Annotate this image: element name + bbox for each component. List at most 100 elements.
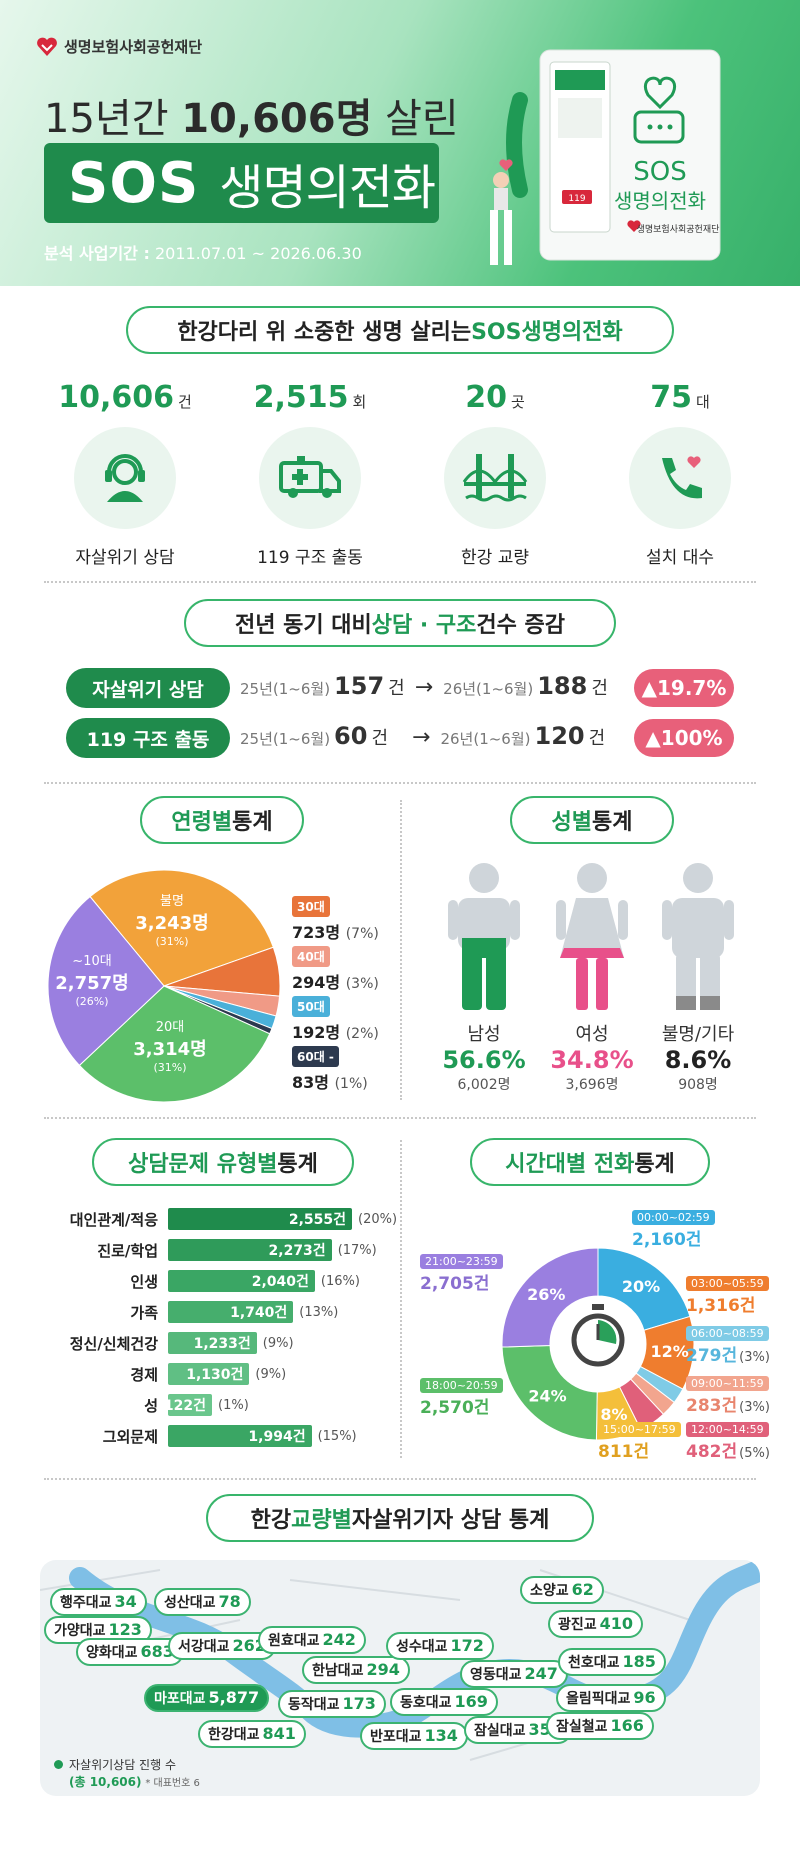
bridge-name: 마포대교 xyxy=(154,1691,206,1707)
issue-bar-pct: (17%) xyxy=(337,1242,377,1258)
time-range: 09:00~11:59 xyxy=(686,1376,769,1391)
male-figure-icon xyxy=(448,863,520,1010)
prev-value: 60 xyxy=(334,722,368,750)
bridge-label: 동호대교 169 xyxy=(390,1688,498,1716)
bridge-label: 행주대교 34 xyxy=(50,1588,147,1616)
comparison-title-plain2: 건수 증감 xyxy=(476,613,566,638)
cmp-tag-rescue: 119 구조 출동 xyxy=(66,718,230,758)
issues-title-green: 상담문제 유형별 xyxy=(128,1152,278,1177)
time-title: 시간대별 전화 통계 xyxy=(470,1138,710,1186)
stat-unit: 대 xyxy=(695,393,710,411)
time-range: 06:00~08:59 xyxy=(686,1326,769,1341)
stat-value: 20 xyxy=(465,380,507,415)
bridge-name: 한남대교 xyxy=(312,1663,364,1679)
cmp-row-counseling: 25년(1~6월) 157 건 → 26년(1~6월) 188 건 xyxy=(240,672,608,700)
age-legend-30s: 30대 723명 (7%) xyxy=(292,896,379,943)
stat-bridges: 20 곳 한강 교량 xyxy=(425,380,565,568)
age-tag: 40대 xyxy=(292,946,330,967)
time-slot-18: 18:00~20:59 2,570건 xyxy=(420,1374,503,1418)
ambulance-icon xyxy=(259,427,361,529)
cmp-row-rescue: 25년(1~6월) 60 건 → 26년(1~6월) 120 건 xyxy=(240,722,605,750)
bridge-label: 소양교 62 xyxy=(520,1576,604,1604)
bridge-count: 172 xyxy=(450,1636,484,1655)
cur-value: 188 xyxy=(537,672,588,700)
age-value: 723명 xyxy=(292,923,341,942)
divider xyxy=(44,581,756,583)
age-tag: 30대 xyxy=(292,896,330,917)
pie-label-pct: (31%) xyxy=(155,935,189,948)
sos-phone-device-illustration: 119 SOS 생명의전화 생명보험사회공헌재단 xyxy=(490,49,721,265)
divider xyxy=(44,1117,756,1119)
summary-title-green: SOS생명의전화 xyxy=(471,320,623,345)
pie-label-unknown: 불명 3,243명 (31%) xyxy=(132,890,212,948)
issue-bar-pct: (15%) xyxy=(317,1428,357,1444)
age-pct: (1%) xyxy=(334,1076,368,1092)
cur-period: 26년(1~6월) xyxy=(443,680,534,698)
bridge-name: 소양교 xyxy=(530,1583,569,1599)
gender-label: 불명/기타 xyxy=(661,1024,735,1045)
age-pie-slice xyxy=(78,985,271,1103)
unknown-figure-icon xyxy=(662,863,734,1010)
issue-bar-label: 인생 xyxy=(130,1272,158,1291)
pie-label-name: 20대 xyxy=(155,1020,185,1035)
time-slot-15: 15:00~17:59 811건 xyxy=(598,1418,681,1462)
time-donut-pct: 12% xyxy=(651,1342,689,1361)
issue-bar-row: 성 122건 (1%) xyxy=(40,1394,249,1416)
bridge-name: 반포대교 xyxy=(370,1729,422,1745)
cur-value: 120 xyxy=(534,722,585,750)
bridge-label: 천호대교 185 xyxy=(558,1648,666,1676)
gender-title-plain: 통계 xyxy=(592,810,633,835)
stat-value: 10,606 xyxy=(58,380,174,415)
bridge-label: 한강대교 841 xyxy=(198,1720,306,1748)
han-river-map: 행주대교 34 가양대교 123 성산대교 78 양화대교 683 서강대교 262 원효대교 242… xyxy=(40,1560,760,1796)
issue-bar: 2,040건 xyxy=(168,1270,315,1292)
gender-pct: 56.6% xyxy=(442,1046,526,1074)
stat-value: 75 xyxy=(650,380,692,415)
bridge-count: 185 xyxy=(622,1652,656,1671)
bridge-count: 247 xyxy=(524,1664,558,1683)
bridge-count: 841 xyxy=(262,1724,296,1743)
bridge-name: 한강대교 xyxy=(208,1727,260,1743)
time-slot-06: 06:00~08:59 279건 (3%) xyxy=(686,1322,770,1366)
time-donut-slice xyxy=(597,1247,691,1331)
divider xyxy=(44,782,756,784)
gender-title: 성별 통계 xyxy=(510,796,674,844)
issue-bar-pct: (9%) xyxy=(262,1335,294,1351)
time-value: 2,570건 xyxy=(420,1398,490,1418)
issue-bar-pct: (16%) xyxy=(320,1273,360,1289)
gender-unknown: 불명/기타 8.6% 908명 xyxy=(643,1020,753,1094)
issue-bar-label: 진로/학업 xyxy=(97,1241,158,1260)
hero-banner: 생명보험사회공헌재단 15년간 10,606명 살린 SOS 생명의전화 분석 … xyxy=(0,0,800,286)
bridge-name: 동호대교 xyxy=(400,1695,452,1711)
bridges-title-plain2: 자살위기자 상담 통계 xyxy=(351,1508,550,1533)
issue-bar-row: 경제 1,130건 (9%) xyxy=(40,1363,286,1385)
issue-bar: 122건 xyxy=(164,1394,212,1416)
age-title: 연령별 통계 xyxy=(140,796,304,844)
issue-bar-label: 가족 xyxy=(130,1303,158,1322)
pie-label-20s: 20대 3,314명 (31%) xyxy=(130,1016,210,1074)
bridge-label: 성수대교 172 xyxy=(386,1632,494,1660)
bridge-name: 성산대교 xyxy=(164,1595,216,1611)
bridge-name: 광진교 xyxy=(558,1617,597,1633)
time-slot-09: 09:00~11:59 283건 (3%) xyxy=(686,1372,770,1416)
time-range: 03:00~05:59 xyxy=(686,1276,769,1291)
issue-bar-pct: (1%) xyxy=(218,1397,249,1413)
prev-value: 157 xyxy=(334,672,385,700)
time-slot-12: 12:00~14:59 482건 (5%) xyxy=(686,1418,770,1462)
gender-count: 6,002명 xyxy=(457,1077,511,1093)
hero-headline-count: 10,606명 xyxy=(181,96,373,142)
stat-counseling: 10,606 건 자살위기 상담 xyxy=(55,380,195,568)
issue-bar-label: 대인관계/적응 xyxy=(69,1210,158,1229)
bridge-name: 원효대교 xyxy=(268,1633,320,1649)
pie-label-value: 3,314명 xyxy=(133,1039,207,1060)
device-sos-text: SOS xyxy=(633,157,686,187)
bridge-name: 잠실철교 xyxy=(556,1719,608,1735)
bridge-label: 성산대교 78 xyxy=(154,1588,251,1616)
issue-bar-label: 경제 xyxy=(130,1365,158,1384)
age-tag: 60대 - xyxy=(292,1046,339,1067)
comparison-title-plain: 전년 동기 대비 xyxy=(234,613,372,638)
age-title-plain: 통계 xyxy=(232,810,273,835)
stat-unit: 곳 xyxy=(510,393,525,411)
bridge-count: 166 xyxy=(610,1716,644,1735)
stat-label: 자살위기 상담 xyxy=(75,548,175,568)
